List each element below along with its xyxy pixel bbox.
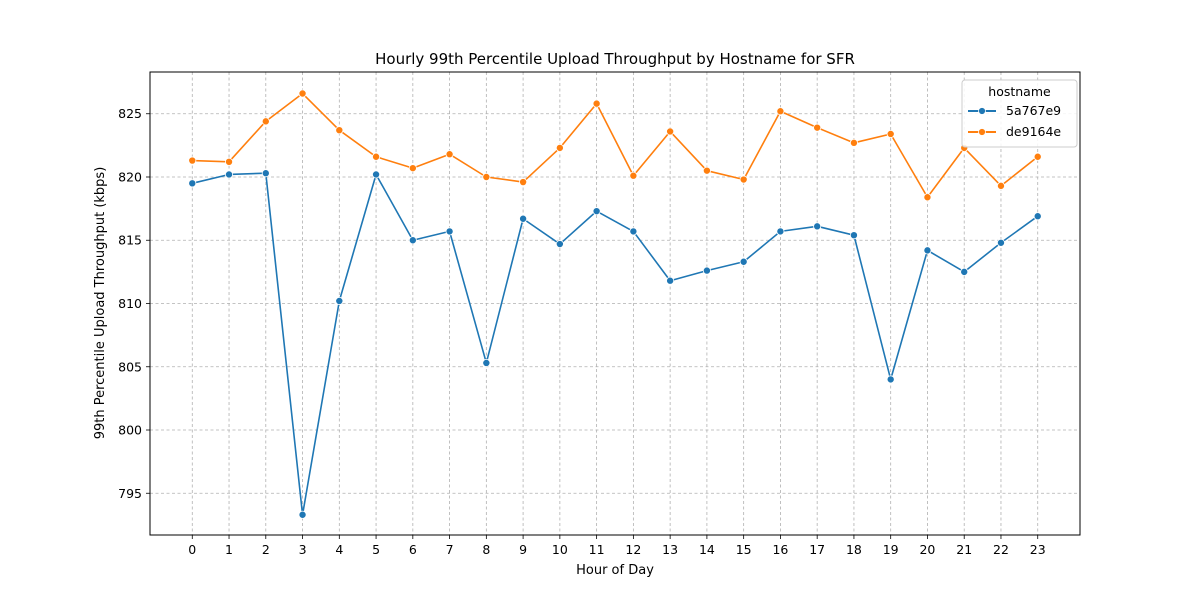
y-tick-label: 795 xyxy=(118,486,142,501)
data-point xyxy=(886,375,895,384)
series-line-5a767e9 xyxy=(192,172,1039,516)
data-point xyxy=(1033,212,1042,221)
x-tick-label: 2 xyxy=(262,542,270,557)
y-tick-label: 815 xyxy=(118,233,142,248)
data-point xyxy=(776,227,785,236)
x-tick-label: 7 xyxy=(446,542,454,557)
data-point xyxy=(849,138,858,147)
data-point xyxy=(629,171,638,180)
data-point xyxy=(739,175,748,184)
data-point xyxy=(408,236,417,245)
data-point xyxy=(445,150,454,159)
x-tick-label: 17 xyxy=(809,542,825,557)
x-tick-label: 1 xyxy=(225,542,233,557)
legend-entry-de9164e: de9164e xyxy=(1006,124,1061,139)
legend-entry-5a767e9: 5a767e9 xyxy=(1006,103,1061,118)
legend-marker-5a767e9 xyxy=(978,107,986,115)
data-point xyxy=(225,157,234,166)
legend-title: hostname xyxy=(988,84,1051,99)
x-tick-label: 18 xyxy=(846,542,862,557)
data-point xyxy=(849,231,858,240)
data-point xyxy=(923,193,932,202)
y-axis-label: 99th Percentile Upload Throughput (kbps) xyxy=(93,167,108,440)
data-point xyxy=(592,207,601,216)
y-tick-label: 805 xyxy=(118,359,142,374)
data-point xyxy=(555,143,564,152)
axes: 0 1 2 3 4 5 6 7 8 9 10 11 12 13 14 15 16 17 18 19 20 21 22 2379… xyxy=(118,106,1046,557)
x-tick-label: 9 xyxy=(519,542,527,557)
data-point xyxy=(335,126,344,135)
data-point xyxy=(886,129,895,138)
x-tick-label: 23 xyxy=(1030,542,1046,557)
x-tick-label: 6 xyxy=(409,542,417,557)
x-tick-label: 0 xyxy=(188,542,196,557)
x-tick-label: 3 xyxy=(299,542,307,557)
data-point xyxy=(482,358,491,367)
data-point xyxy=(923,246,932,255)
data-point xyxy=(335,296,344,305)
y-tick-label: 825 xyxy=(118,106,142,121)
x-tick-label: 20 xyxy=(919,542,935,557)
data-point xyxy=(482,172,491,181)
x-tick-label: 12 xyxy=(625,542,641,557)
x-tick-label: 16 xyxy=(772,542,788,557)
x-tick-label: 11 xyxy=(589,542,605,557)
data-point xyxy=(1033,152,1042,161)
y-tick-label: 800 xyxy=(118,423,142,438)
x-tick-label: 4 xyxy=(335,542,343,557)
data-point xyxy=(813,222,822,231)
data-point xyxy=(225,170,234,179)
data-point xyxy=(592,99,601,108)
data-point xyxy=(261,169,270,178)
data-point xyxy=(629,227,638,236)
legend-box xyxy=(961,79,1078,148)
chart-title: Hourly 99th Percentile Upload Throughput… xyxy=(375,50,855,68)
data-point xyxy=(996,238,1005,247)
series-5a767e9 xyxy=(188,169,1042,519)
legend: hostname 5a767e9 de9164e xyxy=(961,79,1078,148)
data-point xyxy=(445,227,454,236)
series-line-de9164e xyxy=(192,92,1039,199)
data-point xyxy=(702,266,711,275)
data-point xyxy=(372,170,381,179)
x-tick-label: 14 xyxy=(699,542,715,557)
data-point xyxy=(188,156,197,165)
data-point xyxy=(960,267,969,276)
x-tick-label: 5 xyxy=(372,542,380,557)
data-point xyxy=(188,179,197,188)
data-point xyxy=(519,178,528,187)
x-tick-label: 10 xyxy=(552,542,568,557)
data-point xyxy=(666,127,675,136)
y-tick-label: 810 xyxy=(118,296,142,311)
y-tick-label: 820 xyxy=(118,169,142,184)
x-axis-label: Hour of Day xyxy=(576,563,654,578)
data-point xyxy=(666,276,675,285)
x-tick-label: 13 xyxy=(662,542,678,557)
data-point xyxy=(519,214,528,223)
x-tick-label: 8 xyxy=(482,542,490,557)
data-point xyxy=(776,107,785,116)
data-point xyxy=(555,240,564,249)
data-point xyxy=(813,123,822,132)
data-point xyxy=(298,89,307,98)
series-layer xyxy=(188,89,1042,519)
x-tick-label: 19 xyxy=(883,542,899,557)
grid-lines xyxy=(150,72,1080,535)
x-tick-label: 15 xyxy=(736,542,752,557)
data-point xyxy=(702,166,711,175)
data-point xyxy=(372,152,381,161)
x-tick-label: 22 xyxy=(993,542,1009,557)
x-tick-label: 21 xyxy=(956,542,972,557)
data-point xyxy=(996,181,1005,190)
data-point xyxy=(261,117,270,126)
data-point xyxy=(408,164,417,173)
series-de9164e xyxy=(188,89,1042,202)
data-point xyxy=(298,510,307,519)
data-point xyxy=(739,257,748,266)
legend-marker-de9164e xyxy=(978,128,986,136)
